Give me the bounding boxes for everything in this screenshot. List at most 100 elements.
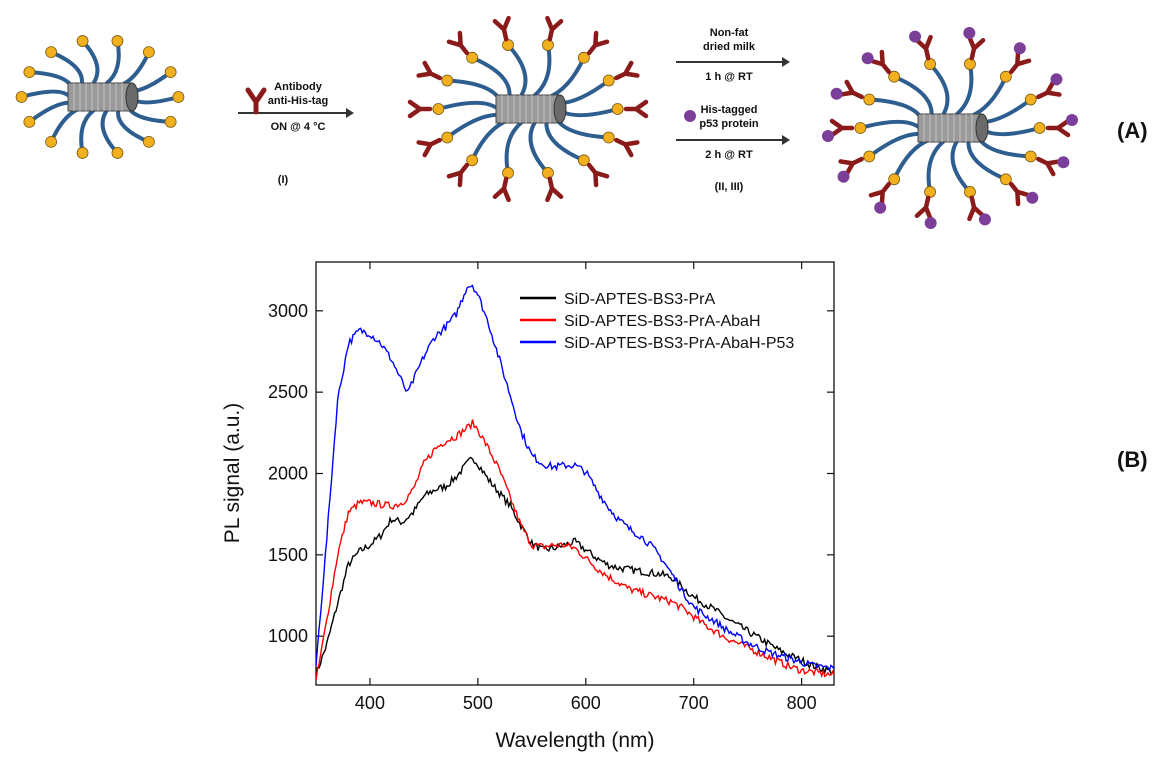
antibody-mark [446, 162, 470, 188]
p53-protein-mark [1057, 156, 1070, 169]
dna-strand [100, 108, 120, 155]
step2-line2: dried milk [703, 41, 756, 53]
p53-protein-mark [837, 170, 850, 183]
schematic-panel-a: Antibody anti-His-tag ON @ 4 °C (I) Non-… [15, 15, 1078, 229]
series-line-1 [315, 456, 835, 679]
p53-protein-mark [1066, 114, 1078, 126]
dna-strand [544, 55, 586, 101]
panel-label-a: (A) [1117, 118, 1148, 143]
antibody-mark [1008, 181, 1039, 207]
linker-bead [466, 154, 479, 167]
antibody-icon [245, 87, 267, 115]
antibody-mark [963, 27, 986, 61]
linker-bead [924, 58, 936, 70]
dna-strand [104, 39, 121, 86]
p53-protein-mark [1026, 191, 1039, 204]
protein-icon [684, 110, 696, 122]
step2-line1: Non-fat [710, 27, 749, 39]
p53-protein-mark [924, 216, 937, 229]
x-tick-label: 500 [463, 693, 493, 713]
antibody-mark [545, 176, 564, 203]
dna-strand [532, 43, 552, 98]
nanotube-end [975, 113, 989, 143]
dna-strand [950, 139, 972, 194]
linker-bead [502, 39, 514, 51]
x-tick-label: 600 [571, 693, 601, 713]
p53-protein-mark [830, 87, 843, 100]
antibody-mark [868, 181, 892, 214]
antibody-mark [822, 118, 855, 142]
dna-strand [19, 89, 72, 99]
dna-strand [445, 78, 503, 105]
antibody-mark [586, 30, 610, 56]
legend-entry-2: SiD-APTES-BS3-PrA-AbaH [564, 313, 761, 330]
antibody-mark [1008, 42, 1032, 75]
linker-bead [76, 35, 89, 47]
linker-bead [441, 74, 454, 87]
nanotube-body [495, 94, 561, 124]
y-tick-label: 3000 [268, 301, 308, 321]
antibody-mark [586, 162, 610, 188]
plot-frame [315, 261, 835, 686]
linker-bead [23, 66, 36, 78]
antibody-mark [446, 30, 470, 56]
linker-bead [999, 173, 1012, 186]
step2-condition2: 2 h @ RT [705, 149, 753, 161]
step1-line1: Antibody [274, 81, 323, 93]
linker-bead [142, 135, 155, 148]
linker-bead [854, 122, 867, 134]
dna-strand [79, 108, 96, 155]
step1-condition: ON @ 4 °C [271, 121, 326, 133]
dna-strand [470, 55, 512, 101]
dna-strand [556, 107, 620, 118]
dna-strand [858, 119, 922, 130]
dna-strand [978, 126, 1042, 137]
p53-protein-mark [822, 130, 834, 142]
dna-strand [80, 39, 100, 86]
linker-bead [924, 186, 936, 198]
linker-bead [577, 154, 590, 167]
linker-bead [172, 91, 185, 103]
p53-protein-mark [978, 213, 991, 226]
nanotube-end [553, 94, 567, 124]
dna-strand [892, 136, 934, 182]
linker-bead [602, 74, 615, 87]
antibody-mark [614, 60, 640, 81]
step2-arrowhead-bottom [782, 135, 790, 145]
linker-bead [888, 70, 901, 83]
step1-number: (I) [278, 174, 289, 186]
p53-protein-mark [874, 201, 887, 214]
dna-strand [116, 50, 151, 89]
step2-line4: p53 protein [699, 118, 759, 130]
antibody-mark [545, 15, 564, 42]
antibody-mark [837, 156, 864, 183]
y-axis-label: PL signal (a.u.) [221, 403, 244, 543]
linker-bead [164, 66, 177, 78]
dna-strand [966, 136, 1008, 182]
antibody-mark [614, 137, 640, 158]
y-tick-label: 2000 [268, 464, 308, 484]
antibody-mark [830, 79, 864, 100]
linker-bead [964, 58, 976, 70]
dna-strand [867, 131, 925, 159]
step1-arrowhead [346, 108, 354, 118]
linker-bead [111, 35, 124, 47]
linker-bead [602, 131, 615, 144]
nanotube-complex-initial [15, 35, 185, 159]
dna-strand [445, 112, 503, 140]
nanotube-complex-antibody [407, 15, 649, 203]
dna-strand [892, 74, 934, 120]
dna-strand [966, 74, 1008, 120]
series-line-2 [315, 419, 835, 681]
antibody-mark [416, 137, 442, 158]
antibody-mark [492, 15, 511, 42]
y-tick-label: 2500 [268, 382, 308, 402]
p53-protein-mark [1050, 73, 1063, 86]
antibody-mark [1036, 73, 1063, 100]
x-tick-label: 400 [355, 693, 385, 713]
antibody-mark [416, 60, 442, 81]
x-axis-label: Wavelength (nm) [495, 729, 654, 752]
p53-protein-mark [909, 30, 922, 43]
linker-bead [45, 135, 58, 148]
antibody-mark [1045, 114, 1078, 138]
